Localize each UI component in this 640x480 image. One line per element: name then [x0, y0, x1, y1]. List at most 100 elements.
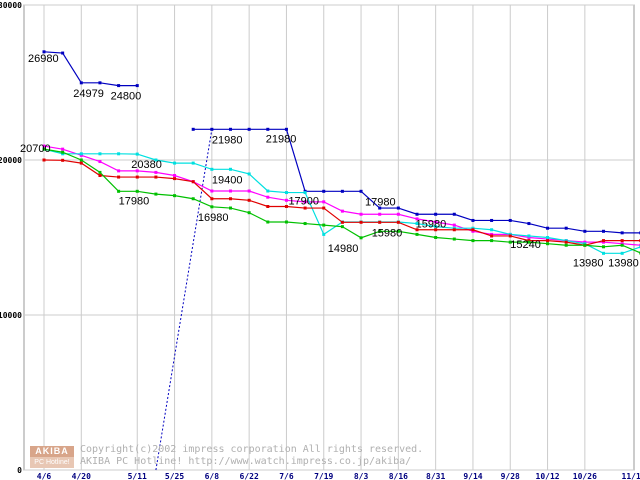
series-point — [79, 81, 83, 85]
series-point — [284, 220, 288, 224]
series-point — [378, 212, 382, 216]
series-point — [322, 223, 326, 227]
x-tick-label: 9/28 — [501, 472, 520, 480]
series-point — [210, 167, 214, 171]
series-point — [284, 127, 288, 131]
series-point — [564, 243, 568, 247]
series-point — [79, 152, 83, 156]
series-point — [452, 212, 456, 216]
series-point — [247, 172, 251, 176]
series-point — [191, 180, 195, 184]
series-point — [508, 240, 512, 244]
series-point — [620, 242, 624, 246]
data-label: 15980 — [416, 218, 447, 230]
x-tick-label: 10/26 — [573, 472, 597, 480]
series-point — [452, 223, 456, 227]
series-point — [135, 169, 139, 173]
series-point — [583, 229, 587, 233]
series-point — [396, 212, 400, 216]
series-point — [61, 147, 65, 151]
series-point — [42, 147, 46, 151]
logo-top-text: AKIBA — [30, 446, 74, 457]
series-point — [452, 226, 456, 230]
series-point — [173, 174, 177, 177]
x-tick-label: 4/6 — [37, 472, 52, 480]
data-label: 24979 — [73, 88, 104, 100]
series-point — [79, 153, 83, 157]
series-point — [602, 239, 605, 243]
series-point — [173, 194, 177, 198]
series-point — [117, 169, 121, 173]
series-point — [452, 237, 456, 241]
series-point — [452, 228, 456, 232]
data-label: 20700 — [20, 143, 51, 155]
series-point — [359, 189, 363, 193]
x-tick-label: 8/31 — [426, 472, 445, 480]
series-point — [583, 240, 587, 244]
data-label: 24800 — [111, 91, 142, 103]
series-point — [415, 228, 419, 232]
grid — [24, 4, 634, 471]
akiba-logo: AKIBA PC Hotline! — [30, 446, 74, 468]
series-point — [135, 175, 139, 179]
series-point — [284, 198, 288, 202]
series-point — [266, 195, 270, 199]
x-tick-label: 7/6 — [279, 472, 294, 480]
series-point — [229, 189, 232, 193]
y-tick-label: 20000 — [0, 156, 22, 165]
series-point — [117, 84, 121, 88]
series-point — [210, 197, 214, 201]
series-point — [415, 222, 419, 226]
series-point — [79, 161, 83, 165]
series-point — [247, 127, 251, 131]
series-point — [564, 240, 568, 244]
series-point — [602, 229, 605, 233]
data-label: 26980 — [28, 53, 59, 65]
series-point — [61, 51, 65, 55]
series-point — [527, 240, 531, 244]
series-point — [546, 242, 550, 246]
series-point — [247, 211, 251, 215]
series-point — [303, 206, 307, 210]
series-point — [583, 242, 587, 246]
data-label: 16980 — [198, 212, 229, 224]
series-point — [378, 229, 382, 233]
series-point — [378, 220, 382, 224]
series-point — [434, 220, 438, 224]
series-point — [266, 189, 270, 193]
series-point — [340, 220, 344, 224]
series-point — [508, 232, 512, 236]
series-point — [42, 158, 46, 162]
series-point — [154, 175, 158, 179]
series-point — [98, 174, 102, 177]
series-point — [546, 236, 550, 239]
series-point — [359, 220, 363, 224]
series-point — [266, 127, 270, 131]
series-point — [546, 226, 550, 230]
series-point — [173, 177, 177, 181]
series-point — [266, 220, 270, 224]
copyright-line-1: Copyright(c)2002 impress corporation All… — [80, 444, 424, 455]
series-point — [322, 232, 326, 236]
series-point — [98, 160, 102, 164]
series-point — [79, 158, 83, 162]
series-point — [173, 161, 177, 165]
series-point — [602, 240, 605, 244]
series-point — [61, 152, 65, 156]
series-point — [303, 222, 307, 226]
series-point — [564, 226, 568, 230]
series-point — [527, 239, 531, 243]
data-label: 15240 — [510, 239, 541, 251]
series-point — [583, 243, 587, 247]
series-point — [434, 236, 438, 239]
x-tick-label: 9/14 — [463, 472, 482, 480]
series-point — [247, 189, 251, 193]
series-point — [303, 191, 307, 195]
series-point — [322, 189, 326, 193]
series-point — [620, 239, 624, 243]
series-point — [527, 222, 531, 226]
series-point — [359, 212, 363, 216]
series-point — [602, 245, 605, 249]
data-label: 21980 — [212, 134, 243, 146]
